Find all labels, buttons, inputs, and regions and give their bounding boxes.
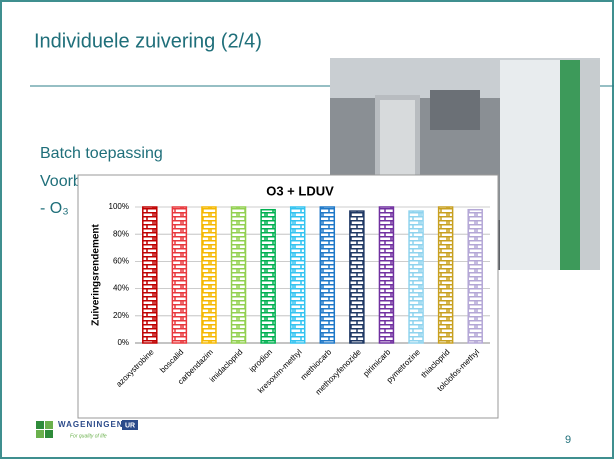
logo-name: WAGENINGEN — [58, 420, 124, 429]
logo-suffix: UR — [125, 422, 135, 429]
logo: WAGENINGEN UR For quality of life — [36, 420, 138, 439]
bar — [260, 208, 276, 344]
chart-title: O3 + LDUV — [266, 183, 334, 198]
bar — [230, 206, 247, 344]
bar — [319, 206, 336, 344]
bar — [349, 210, 365, 344]
bar — [378, 206, 395, 344]
y-tick-label: 80% — [113, 229, 129, 238]
y-tick-label: 60% — [113, 257, 129, 266]
page-number: 9 — [565, 434, 571, 446]
slide-title: Individuele zuivering (2/4) — [34, 30, 262, 52]
bullet: Batch toepassing — [40, 145, 163, 162]
logo-tagline: For quality of life — [70, 433, 107, 439]
y-tick-label: 0% — [117, 338, 129, 347]
bar — [408, 210, 424, 344]
bar — [467, 208, 483, 344]
bar — [437, 206, 454, 344]
y-tick-label: 40% — [113, 284, 129, 293]
bar — [289, 206, 306, 344]
y-tick-label: 100% — [109, 202, 129, 211]
bullet: - O₃ — [40, 200, 69, 217]
y-axis-label: Zuiveringsrendement — [91, 223, 102, 325]
chart-frame — [77, 174, 499, 419]
bar — [201, 206, 217, 344]
y-tick-label: 20% — [113, 311, 129, 320]
bar — [171, 206, 188, 344]
bar — [142, 206, 158, 344]
